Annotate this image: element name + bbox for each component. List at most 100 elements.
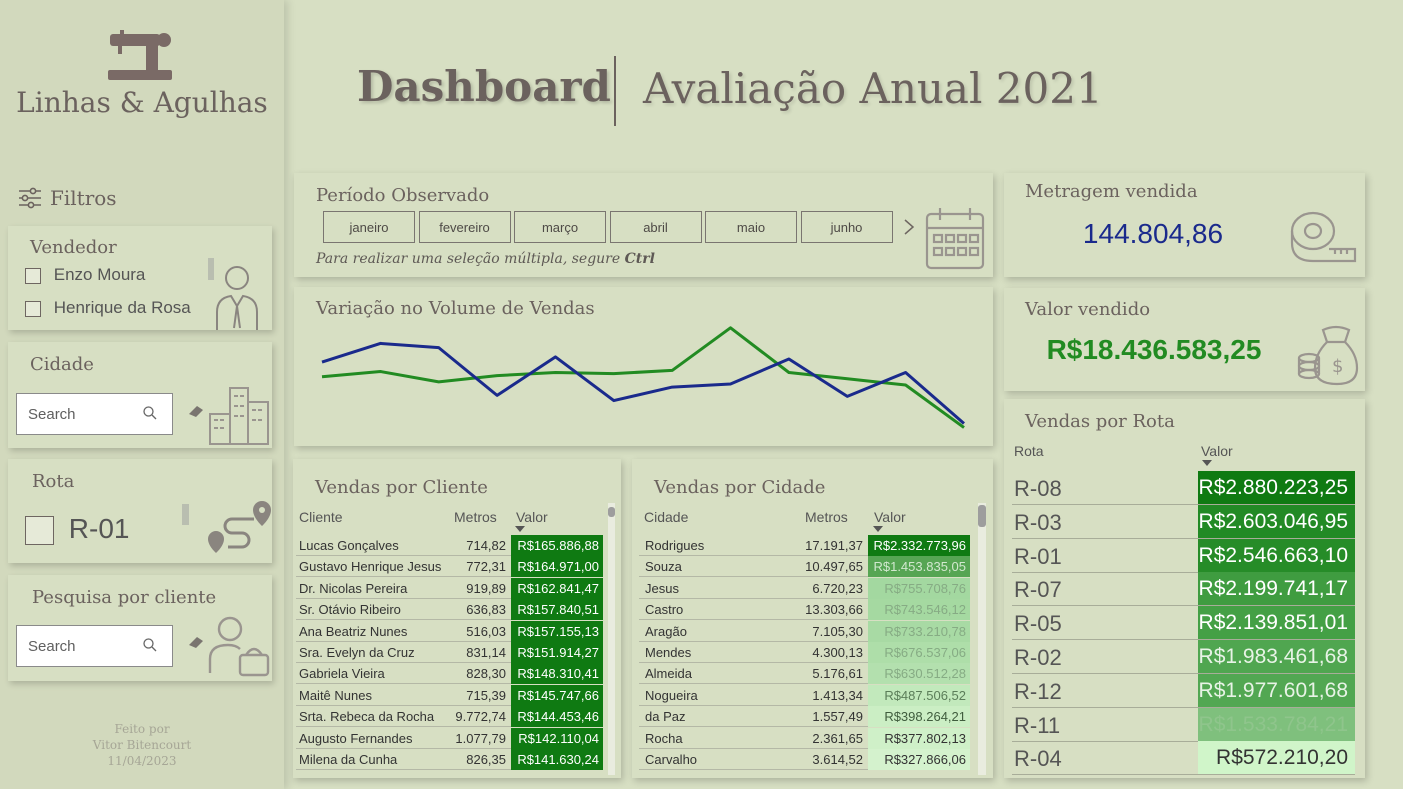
rota-title: Rota [32,471,75,492]
table-row[interactable]: R-05 R$2.139.851,01 [1012,606,1355,641]
vendedor-option-enzo[interactable]: Enzo Moura [25,265,145,285]
table-row[interactable]: Lucas Gonçalves 714,82 R$165.886,88 [296,535,603,556]
volume-line-chart[interactable] [294,287,993,446]
rota-valor: R$2.603.046,95 [1198,504,1355,538]
month-button-janeiro[interactable]: janeiro [323,211,415,243]
cidades-card: Vendas por Cidade Cidade Metros Valor Ro… [632,459,993,778]
col-header-valor[interactable]: Valor [516,509,548,525]
page-title: Dashboard [357,62,611,111]
table-row[interactable]: da Paz 1.557,49 R$398.264,21 [639,706,970,728]
cidade-valor: R$733.210,78 [868,620,970,642]
eraser-icon[interactable] [187,635,205,649]
month-button-junho[interactable]: junho [800,211,893,243]
table-row[interactable]: Milena da Cunha 826,35 R$141.630,24 [296,749,603,770]
filters-title: Filtros [50,186,117,210]
cidade-search-input[interactable]: Search [16,393,173,435]
cidade-valor: R$398.264,21 [868,706,970,728]
rota-option[interactable]: R-01 [25,513,129,546]
table-row[interactable]: R-02 R$1.983.461,68 [1012,640,1355,674]
rota-scrollbar[interactable] [182,504,189,525]
checkbox[interactable] [25,267,41,284]
table-row[interactable]: R-08 R$2.880.223,25 [1012,471,1355,505]
table-row[interactable]: Maitê Nunes 715,39 R$145.747,66 [296,684,603,706]
vendedor-scrollbar[interactable] [208,258,214,280]
table-row[interactable]: Sr. Otávio Ribeiro 636,83 R$157.840,51 [296,599,603,621]
table-row[interactable]: Castro 13.303,66 R$743.546,12 [639,599,970,621]
table-row[interactable]: Srta. Rebeca da Rocha 9.772,74 R$144.453,4… [296,706,603,728]
table-row[interactable]: R-07 R$2.199.741,17 [1012,572,1355,607]
rota-name: R-05 [1014,611,1062,637]
col-header-valor[interactable]: Valor [874,509,906,525]
month-button-fevereiro[interactable]: fevereiro [418,211,511,243]
checkbox[interactable] [25,516,54,546]
rota-valor: R$1.977.601,68 [1198,673,1355,707]
series-line-0[interactable] [321,341,965,425]
salesman-icon [216,266,258,330]
periodo-card: Período Observado janeiro fevereiro março a… [294,173,993,277]
cliente-name: Lucas Gonçalves [299,538,399,553]
table-row[interactable]: Jesus 6.720,23 R$755.708,76 [639,577,970,599]
table-row[interactable]: R-04 R$572.210,20 [1012,741,1355,776]
table-row[interactable]: Carvalho 3.614,52 R$327.866,06 [639,749,970,770]
sort-desc-icon[interactable] [515,526,525,532]
table-row[interactable]: Dr. Nicolas Pereira 919,89 R$162.841,47 [296,577,603,599]
sewing-machine-icon [108,30,172,80]
col-header-metros[interactable]: Metros [454,509,497,525]
cidades-scroll-track[interactable] [978,503,986,775]
money-bag-icon: $ [1297,325,1359,386]
clientes-scroll-thumb[interactable] [608,507,615,517]
table-row[interactable]: Almeida 5.176,61 R$630.512,28 [639,663,970,685]
table-row[interactable]: Rodrigues 17.191,37 R$2.332.773,96 [639,535,970,556]
table-row[interactable]: R-03 R$2.603.046,95 [1012,504,1355,539]
rotas-title: Vendas por Rota [1025,411,1175,432]
table-row[interactable]: R-01 R$2.546.663,10 [1012,538,1355,573]
table-row[interactable]: Mendes 4.300,13 R$676.537,06 [639,642,970,663]
cliente-search-input[interactable]: Search [16,625,173,667]
table-row[interactable]: Gustavo Henrique Jesus 772,31 R$164.971,00 [296,556,603,578]
col-header-valor[interactable]: Valor [1201,443,1233,459]
cidade-name: Jesus [645,580,679,596]
calendar-icon [925,208,985,270]
volume-chart-card: Variação no Volume de Vendas [294,287,993,446]
cliente-valor: R$148.310,41 [511,663,603,685]
month-button-abril[interactable]: abril [609,211,702,243]
table-row[interactable]: Souza 10.497,65 R$1.453.835,05 [639,556,970,578]
sort-desc-icon[interactable] [1202,460,1212,466]
col-header-metros[interactable]: Metros [805,509,848,525]
cidade-name: Souza [645,559,682,575]
cliente-name: Sr. Otávio Ribeiro [299,602,401,618]
month-button-março[interactable]: março [514,211,606,243]
cidade-name: Carvalho [645,752,698,767]
table-row[interactable]: R-11 R$1.533.784,21 [1012,707,1355,742]
table-row[interactable]: Aragão 7.105,30 R$733.210,78 [639,620,970,642]
series-line-1[interactable] [321,326,965,429]
sort-desc-icon[interactable] [873,526,883,532]
rota-valor: R$572.210,20 [1198,741,1355,775]
cidade-metros: 4.300,13 [812,645,863,660]
col-header-cliente[interactable]: Cliente [299,509,343,525]
table-row[interactable]: Gabriela Vieira 828,30 R$148.310,41 [296,663,603,685]
table-row[interactable]: Ana Beatriz Nunes 516,03 R$157.155,13 [296,620,603,642]
cliente-valor: R$151.914,27 [511,642,603,663]
table-row[interactable]: Augusto Fernandes 1.077,79 R$142.110,04 [296,727,603,749]
vendedor-option-henrique[interactable]: Henrique da Rosa [25,298,191,318]
rota-name: R-03 [1014,509,1062,535]
table-row[interactable]: Sra. Evelyn da Cruz 831,14 R$151.914,27 [296,642,603,663]
table-row[interactable]: Rocha 2.361,65 R$377.802,13 [639,727,970,749]
col-header-cidade[interactable]: Cidade [644,509,689,525]
rota-name: R-02 [1014,645,1062,670]
cliente-metros: 9.772,74 [455,709,506,725]
cidade-valor: R$377.802,13 [868,727,970,749]
cidade-valor: R$327.866,06 [868,749,970,770]
table-row[interactable]: Nogueira 1.413,34 R$487.506,52 [639,684,970,706]
table-row[interactable]: R-12 R$1.977.601,68 [1012,673,1355,708]
month-button-maio[interactable]: maio [705,211,797,243]
cidades-scroll-thumb[interactable] [978,505,986,527]
eraser-icon[interactable] [187,404,205,418]
col-header-rota[interactable]: Rota [1014,443,1044,459]
author-credit: Feito por Vitor Bitencourt 11/04/2023 [92,722,192,768]
clientes-scroll-track[interactable] [608,503,615,775]
checkbox[interactable] [25,300,41,317]
cidade-name: Aragão [645,623,687,639]
chevron-right-icon[interactable] [903,219,915,235]
